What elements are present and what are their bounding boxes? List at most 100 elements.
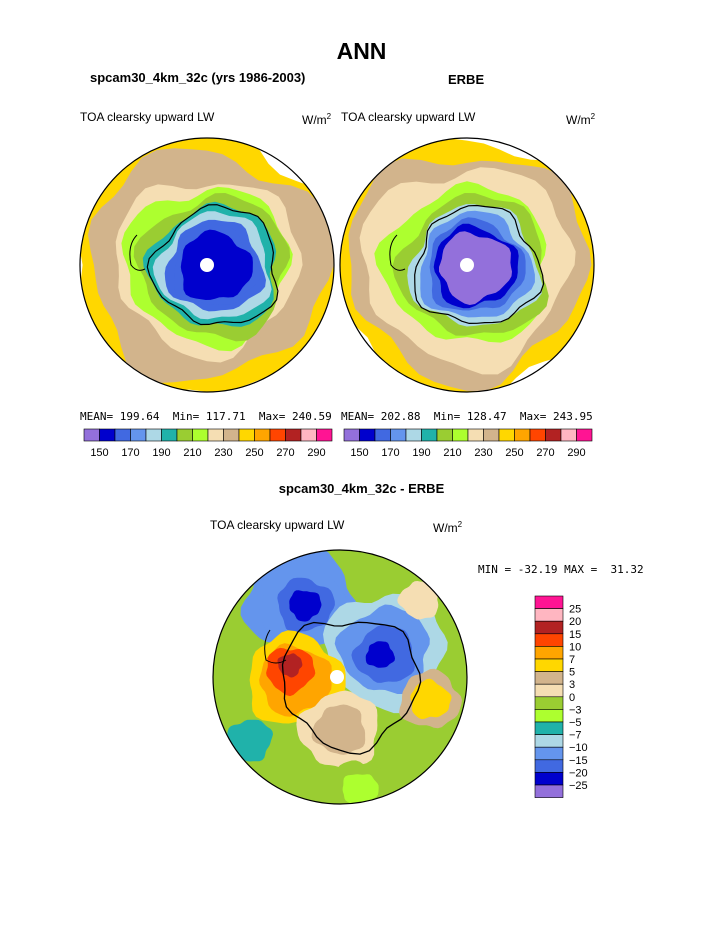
diff-contour-zone xyxy=(289,590,322,622)
colorbar-swatch xyxy=(534,709,564,723)
colorbar-swatch xyxy=(534,759,564,773)
pole-hole xyxy=(460,258,474,272)
peninsula-coastline xyxy=(389,234,406,271)
peninsula-coastline xyxy=(129,234,146,271)
panel1-map-border xyxy=(79,137,335,393)
colorbar-tick-label: 290 xyxy=(567,447,585,459)
coastline xyxy=(146,204,279,326)
diff-minmax: MIN = -32.19 MAX = 31.32 xyxy=(478,563,644,576)
colorbar-swatch xyxy=(343,428,360,442)
panel1-field-label: TOA clearsky upward LW xyxy=(80,110,215,124)
colorbar-swatch xyxy=(207,428,224,442)
panel1-polar-map xyxy=(80,138,334,392)
colorbar-tick-label: 5 xyxy=(569,667,575,679)
panel2-header: ERBE xyxy=(448,72,485,87)
diff-units: W/m2 xyxy=(433,520,463,535)
colorbar-swatch xyxy=(534,646,564,660)
diff-field-label: TOA clearsky upward LW xyxy=(210,518,345,532)
colorbar-swatch xyxy=(285,428,302,442)
colorbar-tick-label: 190 xyxy=(152,447,170,459)
panel1-colorbar: 150 170 190 210 230 250 270 290 xyxy=(83,428,333,459)
colorbar-swatch xyxy=(269,428,286,442)
panel2-units: W/m2 xyxy=(566,112,596,127)
colorbar-swatch xyxy=(514,428,531,442)
colorbar-tick-label: 0 xyxy=(569,692,575,704)
contour-zone xyxy=(180,229,253,300)
colorbar-tick-label: 250 xyxy=(505,447,523,459)
colorbar-swatch xyxy=(534,721,564,735)
colorbar-swatch xyxy=(576,428,593,442)
colorbar-swatch xyxy=(534,784,564,798)
colorbar-swatch xyxy=(534,633,564,647)
colorbar-swatch xyxy=(534,772,564,786)
colorbar-tick-label: 170 xyxy=(381,447,399,459)
panel2-colorbar: 150 170 190 210 230 250 270 290 xyxy=(343,428,593,459)
colorbar-swatch xyxy=(534,696,564,710)
pole-hole xyxy=(330,670,344,684)
colorbar-swatch xyxy=(374,428,391,442)
peninsula-coastline xyxy=(264,629,287,664)
panel1-units: W/m2 xyxy=(302,112,332,127)
colorbar-swatch xyxy=(498,428,515,442)
colorbar-swatch xyxy=(114,428,131,442)
colorbar-tick-label: 290 xyxy=(307,447,325,459)
colorbar-swatch xyxy=(452,428,469,442)
colorbar-tick-label: 270 xyxy=(536,447,554,459)
colorbar-tick-label: 150 xyxy=(350,447,368,459)
colorbar-swatch xyxy=(560,428,577,442)
diff-map-border xyxy=(212,549,468,805)
colorbar-tick-label: 10 xyxy=(569,641,581,653)
colorbar-swatch xyxy=(529,428,546,442)
colorbar-tick-label: 150 xyxy=(90,447,108,459)
diff-contour-zone xyxy=(365,641,395,668)
diff-contour-zone xyxy=(397,581,440,620)
colorbar-tick-label: 170 xyxy=(121,447,139,459)
colorbar-swatch xyxy=(316,428,333,442)
colorbar-swatch xyxy=(300,428,317,442)
colorbar-swatch xyxy=(254,428,271,442)
colorbar-swatch xyxy=(534,683,564,698)
colorbar-swatch xyxy=(421,428,438,442)
colorbar-swatch xyxy=(130,428,147,442)
colorbar-swatch xyxy=(223,428,240,442)
colorbar-swatch xyxy=(545,428,562,442)
colorbar-tick-label: 230 xyxy=(214,447,232,459)
colorbar-swatch xyxy=(436,428,453,442)
page-title: ANN xyxy=(336,38,387,64)
diff-contour-zone xyxy=(410,678,452,720)
diff-header: spcam30_4km_32c - ERBE xyxy=(278,481,445,496)
colorbar-swatch xyxy=(534,595,564,609)
panel2-field-label: TOA clearsky upward LW xyxy=(341,110,476,124)
colorbar-swatch xyxy=(534,671,564,685)
coastline xyxy=(281,621,422,755)
colorbar-tick-label: 25 xyxy=(569,604,581,616)
colorbar-tick-label: −15 xyxy=(569,755,588,767)
colorbar-swatch xyxy=(405,428,422,442)
colorbar-tick-label: −20 xyxy=(569,767,588,779)
colorbar-swatch xyxy=(483,428,500,442)
colorbar-tick-label: 15 xyxy=(569,629,581,641)
panel1-stats: MEAN= 199.64 Min= 117.71 Max= 240.59 xyxy=(80,410,332,423)
colorbar-tick-label: 20 xyxy=(569,616,581,628)
colorbar-swatch xyxy=(534,608,564,622)
colorbar-swatch xyxy=(176,428,193,442)
panel1-header: spcam30_4km_32c (yrs 1986-2003) xyxy=(90,70,306,85)
colorbar-swatch xyxy=(83,428,100,442)
colorbar-tick-label: 7 xyxy=(569,654,575,666)
diff-contour-zone xyxy=(226,719,273,762)
colorbar-tick-label: −3 xyxy=(569,704,582,716)
colorbar-tick-label: 210 xyxy=(183,447,201,459)
colorbar-tick-label: 210 xyxy=(443,447,461,459)
colorbar-swatch xyxy=(359,428,376,442)
diff-contour-zone xyxy=(311,704,366,755)
panel2-stats: MEAN= 202.88 Min= 128.47 Max= 243.95 xyxy=(341,410,593,423)
contour-zone xyxy=(439,231,512,305)
colorbar-tick-label: 190 xyxy=(412,447,430,459)
colorbar-tick-label: 230 xyxy=(474,447,492,459)
colorbar-swatch xyxy=(534,746,564,761)
colorbar-tick-label: −7 xyxy=(569,730,582,742)
colorbar-swatch xyxy=(534,658,564,672)
colorbar-swatch xyxy=(534,620,564,635)
